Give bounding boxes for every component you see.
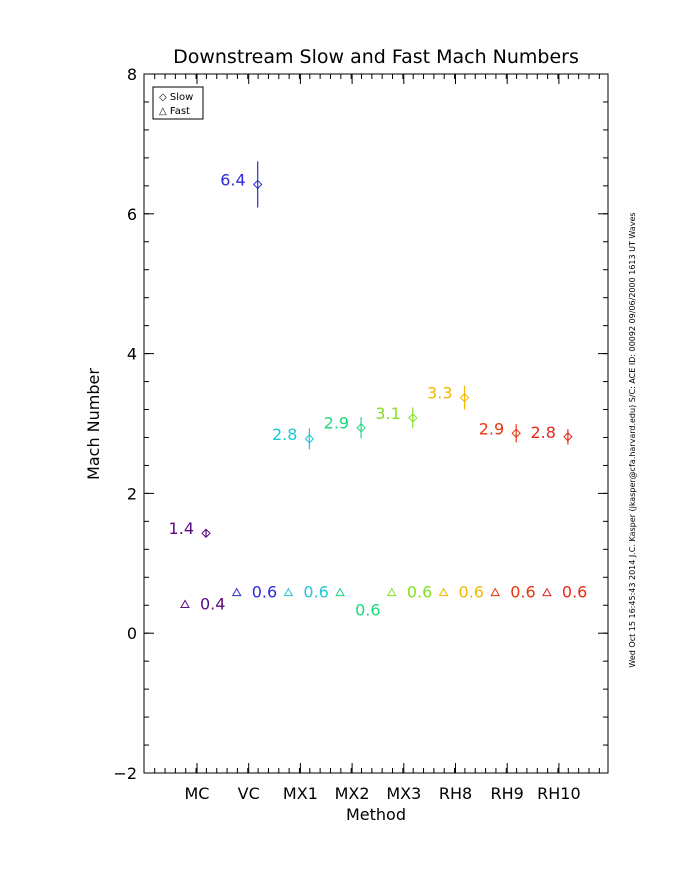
x-axis-label: Method [346,805,406,824]
fast-point [490,587,501,597]
legend-box [152,86,204,120]
y-tick-label: 6 [127,205,137,224]
plot-frame [143,73,609,774]
fast-value-label: 0.4 [200,595,225,614]
x-tick-label: RH9 [491,784,524,803]
x-tick-label: MC [185,784,210,803]
x-axis: MC VC MX1 MX2 MX3 RH8 RH9 RH10 [154,74,600,803]
slow-value-label: 1.4 [169,519,194,538]
fast-value-label: 0.6 [459,583,484,602]
slow-point [356,422,366,433]
x-tick-label: MX3 [386,784,421,803]
fast-point [283,587,294,597]
slow-point [511,428,521,438]
y-tick-label: 4 [127,345,137,364]
x-tick-label: RH8 [439,784,472,803]
slow-point [459,392,470,403]
x-tick-label: VC [238,784,260,803]
slow-value-label: 6.4 [220,170,245,189]
y-tick-label: −2 [113,764,137,783]
slow-value-label: 3.3 [427,384,452,403]
fast-value-label: 0.6 [355,601,380,620]
x-tick-label: MX2 [335,784,370,803]
chart-title: Downstream Slow and Fast Mach Numbers [173,46,579,68]
fast-value-label: 0.6 [407,583,432,602]
fast-point [231,587,242,597]
slow-value-label: 2.9 [479,419,504,438]
slow-point [408,413,418,423]
fast-point [335,587,345,597]
slow-value-label: 2.8 [530,423,555,442]
fast-point [438,587,449,597]
y-axis-label: Mach Number [84,368,103,480]
y-tick-label: 0 [127,624,137,643]
x-tick-label: MX1 [283,784,318,803]
fast-value-label: 0.6 [510,583,535,602]
slow-value-label: 2.9 [324,414,349,433]
slow-point [563,432,573,442]
legend: ◇ Slow △ Fast [152,86,204,120]
data-marks: 1.4 0.4 6.4 0.6 2.8 0.6 2.9 0.6 3.1 0.6 3.3 0.6 2.9 0… [169,161,587,620]
y-tick-label: 8 [127,65,137,84]
fast-value-label: 0.6 [252,583,277,602]
slow-point [252,179,263,190]
y-tick-label: 2 [127,484,137,503]
fast-point [542,587,552,597]
legend-entry-slow: ◇ Slow [159,92,193,103]
slow-value-label: 3.1 [375,404,400,423]
slow-point [304,434,315,444]
side-note: Wed Oct 15 16:45:43 2014 J.C. Kasper (jk… [628,212,637,667]
legend-entry-fast: △ Fast [159,106,190,117]
fast-point [180,599,190,609]
x-tick-label: RH10 [537,784,581,803]
slow-value-label: 2.8 [272,425,297,444]
y-axis: −2 0 2 4 6 8 [113,65,608,783]
fast-value-label: 0.6 [303,583,328,602]
fast-point [386,587,397,597]
slow-point [201,528,211,538]
fast-value-label: 0.6 [562,583,587,602]
